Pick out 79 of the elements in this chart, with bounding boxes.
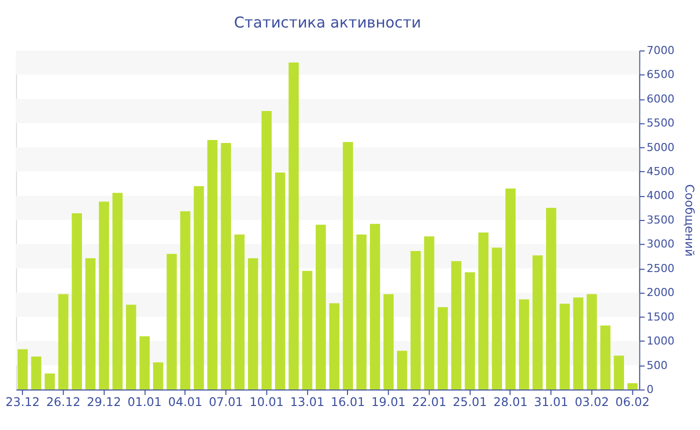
bar — [275, 172, 286, 390]
bar — [126, 304, 136, 390]
x-tick-label: 04.01 — [168, 394, 202, 409]
bar — [518, 299, 530, 390]
y-tick-label: 1000 — [646, 334, 675, 348]
x-tick-label: 16.01 — [330, 394, 366, 409]
x-tick-label: 06.02 — [615, 394, 650, 409]
y-tick-label: 6000 — [646, 92, 675, 106]
y-tick-label: 4500 — [646, 165, 675, 178]
bar — [166, 254, 177, 390]
bar — [316, 224, 326, 390]
y-tick-label: 500 — [646, 358, 668, 372]
x-tick-label: 03.02 — [574, 394, 609, 409]
bar — [356, 234, 367, 390]
bar — [397, 350, 408, 390]
x-tick-label: 29.12 — [86, 394, 122, 409]
bar — [262, 110, 272, 390]
x-tick-label: 25.01 — [452, 394, 487, 409]
bar — [140, 336, 150, 390]
y-tick-label: 4000 — [646, 189, 675, 202]
bar — [573, 297, 584, 390]
y-tick-label: 2000 — [646, 286, 675, 300]
y-tick-label: 0 — [646, 382, 654, 396]
bar — [31, 356, 42, 390]
bar — [72, 213, 82, 390]
bar — [112, 192, 123, 390]
bar — [248, 258, 258, 390]
bar — [58, 294, 68, 390]
y-tick-label: 5000 — [646, 140, 675, 154]
bar — [383, 294, 394, 390]
x-tick-label: 26.12 — [46, 394, 80, 409]
bar — [505, 188, 516, 390]
x-tick-label: 01.01 — [128, 394, 162, 409]
bar — [288, 62, 299, 390]
bar — [18, 349, 28, 390]
bar — [600, 326, 610, 390]
bar — [492, 248, 502, 390]
x-tick-label: 19.01 — [371, 394, 406, 409]
bar — [546, 208, 556, 390]
y-tick-label: 1500 — [646, 310, 675, 324]
y-axis-title: Сообщений — [682, 184, 697, 257]
bar — [85, 258, 96, 390]
x-tick-label: 23.12 — [6, 394, 40, 409]
bar — [424, 236, 434, 390]
y-tick-label: 2500 — [646, 262, 675, 275]
bar — [220, 142, 232, 390]
y-tick-label: 3000 — [646, 238, 675, 251]
x-tick-label: 28.01 — [493, 394, 528, 409]
y-tick-label: 7000 — [646, 44, 675, 57]
y-tick-label: 3500 — [646, 213, 675, 226]
bar — [342, 142, 353, 390]
bar — [478, 232, 488, 390]
bar — [586, 294, 597, 390]
bar — [532, 255, 543, 390]
y-tick-label: 6500 — [646, 68, 675, 82]
x-tick-label: 31.01 — [534, 394, 568, 409]
bar — [614, 356, 624, 390]
bar — [370, 224, 380, 390]
bar — [329, 303, 340, 390]
bar — [451, 261, 462, 390]
bar — [410, 250, 421, 390]
bar — [234, 234, 245, 390]
x-tick-label: 13.01 — [290, 394, 324, 409]
x-tick-label: 07.01 — [208, 394, 244, 409]
bar — [560, 304, 570, 390]
x-tick-label: 10.01 — [249, 394, 284, 409]
bar — [180, 211, 190, 390]
bar — [207, 140, 218, 390]
bar — [438, 307, 448, 390]
x-tick-label: 22.01 — [412, 394, 446, 409]
bar — [98, 202, 110, 390]
bar — [464, 272, 475, 390]
bar — [194, 186, 204, 390]
bar — [44, 374, 55, 390]
y-tick-label: 5500 — [646, 116, 675, 130]
bar — [153, 362, 164, 390]
bar — [627, 383, 638, 390]
chart-title: Статистика активности — [234, 14, 422, 32]
bar — [302, 270, 312, 390]
